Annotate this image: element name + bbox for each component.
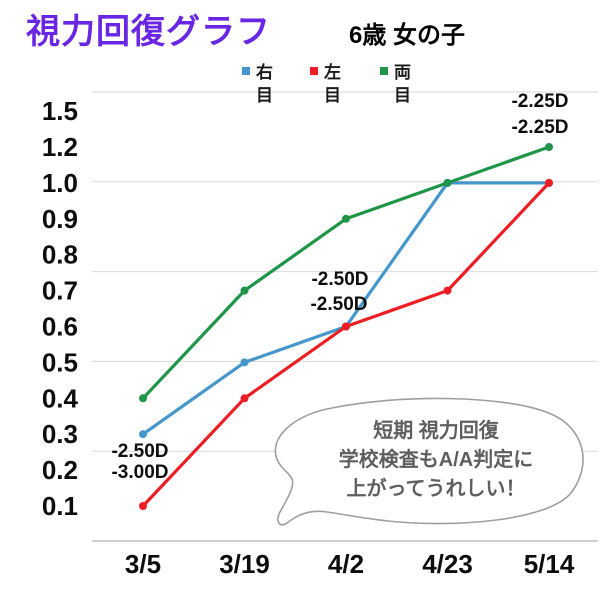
data-point-both-eyes-1 [240, 286, 249, 295]
legend-item-right-eye: 右目 [242, 61, 273, 107]
annotation-label: -2.25D [511, 117, 568, 138]
data-point-left-eye-2 [342, 322, 350, 331]
legend-item-left-eye: 左目 [310, 61, 341, 107]
data-point-left-eye-0 [139, 502, 147, 510]
annotation-label: -2.25D [511, 91, 568, 112]
x-tick-label: 4/23 [422, 549, 473, 579]
legend-swatch-left-eye [310, 67, 318, 75]
y-tick-label: 0.2 [42, 455, 78, 485]
legend-label-right-eye: 右目 [256, 63, 273, 105]
y-tick-label: 0.6 [42, 312, 78, 342]
data-point-left-eye-3 [443, 286, 452, 295]
data-point-left-eye-1 [240, 394, 249, 403]
x-tick-label: 3/5 [125, 549, 161, 579]
y-tick-label: 1.2 [42, 132, 78, 162]
legend-swatch-right-eye [242, 67, 250, 75]
legend-label-left-eye: 左目 [324, 63, 341, 105]
page-title: 視力回復グラフ [26, 13, 271, 51]
data-point-right-eye-0 [139, 430, 147, 439]
x-tick-label: 5/14 [524, 549, 575, 579]
annotation-label: -2.50D [111, 441, 168, 462]
speech-bubble-text-1: 学校検査もA/A判定に [339, 447, 533, 471]
page-subtitle: 6歳 女の子 [349, 22, 466, 49]
y-tick-label: 0.8 [42, 240, 78, 270]
annotation-label: -2.50D [310, 294, 367, 315]
data-point-both-eyes-0 [139, 394, 147, 403]
y-tick-label: 1.5 [42, 96, 78, 126]
legend-item-both-eyes: 両目 [380, 61, 411, 107]
x-tick-label: 4/2 [328, 549, 364, 579]
y-tick-label: 0.4 [42, 383, 79, 413]
y-tick-label: 0.5 [42, 347, 78, 377]
speech-bubble [274, 397, 584, 526]
y-tick-label: 0.9 [42, 204, 78, 234]
data-point-both-eyes-2 [342, 214, 350, 223]
annotation-label: -2.50D [311, 269, 368, 290]
data-point-both-eyes-3 [443, 178, 452, 187]
data-point-both-eyes-4 [545, 143, 553, 151]
y-tick-label: 1.0 [42, 168, 78, 198]
legend-swatch-both-eyes [380, 67, 388, 75]
legend-label-both-eyes: 両目 [394, 63, 411, 105]
x-tick-label: 3/19 [219, 549, 270, 579]
y-tick-label: 0.7 [42, 276, 78, 306]
speech-bubble-text-0: 短期 視力回復 [373, 418, 500, 442]
y-tick-label: 0.3 [42, 419, 78, 449]
data-point-left-eye-4 [545, 178, 553, 187]
speech-bubble-text-2: 上がってうれしい！ [347, 476, 526, 500]
y-tick-label: 0.1 [42, 491, 78, 521]
annotation-label: -3.00D [111, 462, 168, 483]
data-point-right-eye-1 [240, 358, 249, 367]
